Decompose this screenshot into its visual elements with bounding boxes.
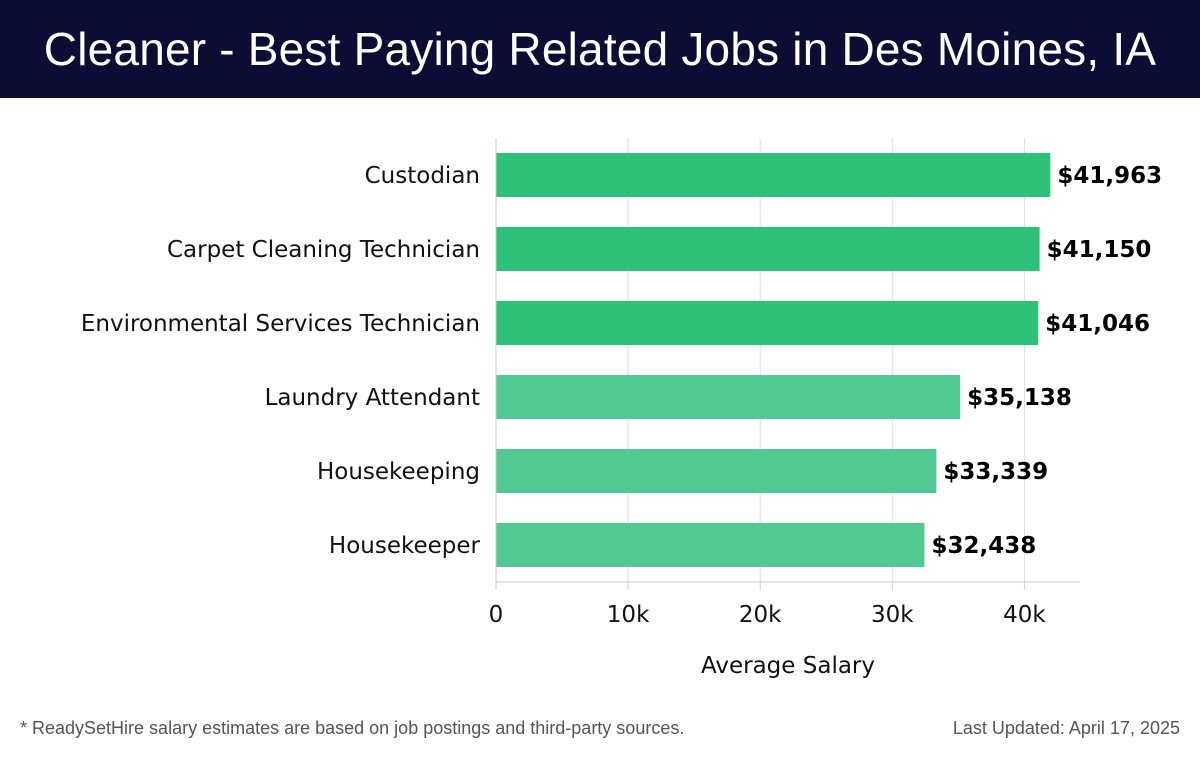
- value-label: $41,150: [1047, 237, 1152, 263]
- x-tick-label: 20k: [739, 602, 782, 628]
- category-label: Environmental Services Technician: [81, 311, 480, 337]
- value-label: $33,339: [943, 459, 1048, 485]
- bar-chart: Custodian $41,963 Carpet Cleaning Technici…: [81, 138, 1162, 679]
- x-tick-label: 0: [489, 602, 504, 628]
- bar: [496, 227, 1040, 271]
- bar: [496, 153, 1051, 197]
- chart-title: Cleaner - Best Paying Related Jobs in De…: [43, 23, 1157, 75]
- last-updated: Last Updated: April 17, 2025: [952, 718, 1180, 738]
- x-axis-title: Average Salary: [701, 653, 875, 679]
- value-label: $32,438: [932, 533, 1037, 559]
- x-tick-label: 10k: [607, 602, 650, 628]
- category-label: Custodian: [365, 163, 480, 189]
- category-label: Carpet Cleaning Technician: [167, 237, 480, 263]
- x-tick-label: 40k: [1003, 602, 1046, 628]
- bar: [496, 449, 937, 493]
- category-label: Housekeeping: [317, 459, 480, 485]
- title-bar: Cleaner - Best Paying Related Jobs in De…: [0, 0, 1200, 98]
- bar: [496, 375, 961, 419]
- x-tick-label: 30k: [871, 602, 914, 628]
- value-label: $41,046: [1045, 311, 1150, 337]
- bar: [496, 523, 925, 567]
- bar: [496, 301, 1039, 345]
- value-label: $41,963: [1057, 163, 1162, 189]
- value-label: $35,138: [967, 385, 1072, 411]
- footnote: * ReadySetHire salary estimates are base…: [20, 718, 685, 738]
- category-label: Laundry Attendant: [265, 385, 480, 411]
- category-label: Housekeeper: [329, 533, 481, 559]
